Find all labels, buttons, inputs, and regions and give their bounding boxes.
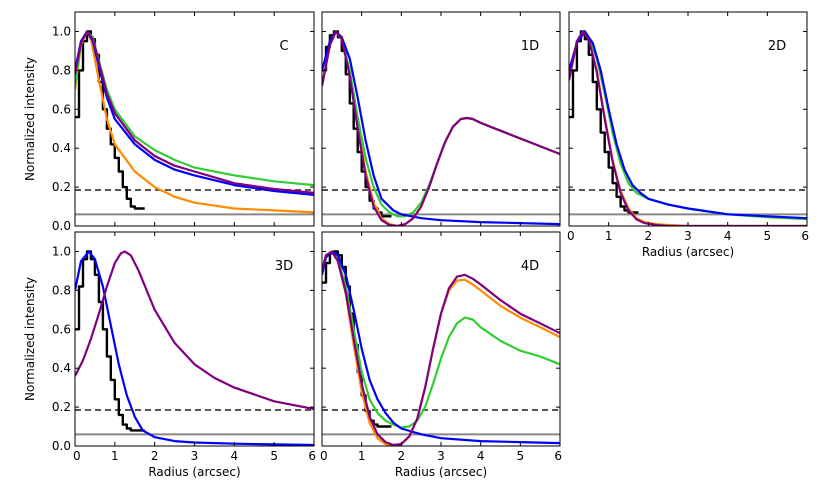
series-black xyxy=(75,250,145,432)
x-tick-label: 5 xyxy=(517,449,525,463)
x-tick-label: 3 xyxy=(437,449,445,463)
y-tick-label: 1.0 xyxy=(52,244,71,258)
panel-1d: 1D xyxy=(321,11,561,227)
x-tick-label: 4 xyxy=(477,449,485,463)
panel-label: 2D xyxy=(768,39,786,54)
x-tick-label: 1 xyxy=(358,449,366,463)
x-tick-label: 1 xyxy=(111,449,119,463)
series-green xyxy=(322,250,560,429)
panel-label: 4D xyxy=(521,259,539,274)
y-tick-label: 0.4 xyxy=(52,141,71,155)
y-tick-label: 0.6 xyxy=(52,102,71,116)
series-black xyxy=(75,30,145,210)
panel-3d: 0.0 0.2 0.4 0.6 0.8 1.0 0 1 2 3 4 5 6 Radius (arcsec)… xyxy=(23,231,316,479)
x-tick-label: 2 xyxy=(645,229,653,243)
x-tick-label: 5 xyxy=(270,449,278,463)
x-tick-label: 3 xyxy=(684,229,692,243)
x-tick-label: 3 xyxy=(191,449,199,463)
axes-frame xyxy=(74,11,315,227)
y-tick-label: 0.0 xyxy=(52,439,71,453)
y-tick-label: 0.6 xyxy=(52,322,71,336)
series-purple xyxy=(569,30,807,226)
series-blue xyxy=(75,250,314,446)
panel-c: 0.0 0.2 0.4 0.6 0.8 1.0 C Normalized intensity xyxy=(23,11,315,233)
series-orange xyxy=(569,30,807,226)
panel-4d: 0 1 2 3 4 5 6 Radius (arcsec) 4D xyxy=(320,231,562,479)
series-purple xyxy=(322,250,560,446)
series-orange xyxy=(75,30,314,214)
x-tick-label: 6 xyxy=(801,229,809,243)
y-tick-label: 0.0 xyxy=(52,219,71,233)
series-green xyxy=(569,30,807,221)
panel-label: 3D xyxy=(275,259,293,274)
x-axis-title: Radius (arcsec) xyxy=(642,245,734,259)
x-tick-label: 6 xyxy=(554,449,562,463)
series-purple xyxy=(75,30,314,194)
y-tick-label: 0.8 xyxy=(52,283,71,297)
x-tick-label: 2 xyxy=(398,449,406,463)
x-tick-label: 0 xyxy=(320,449,328,463)
series-purple xyxy=(75,250,314,411)
y-tick-label: 0.2 xyxy=(52,400,71,414)
x-axis-title: Radius (arcsec) xyxy=(395,465,487,479)
x-tick-label: 5 xyxy=(764,229,772,243)
series-black xyxy=(569,30,639,214)
series-black xyxy=(322,250,392,428)
y-axis-title: Normalized intensity xyxy=(23,57,37,181)
panel-label: 1D xyxy=(521,39,539,54)
x-tick-label: 1 xyxy=(605,229,613,243)
x-tick-label: 0 xyxy=(73,449,81,463)
y-tick-label: 0.4 xyxy=(52,361,71,375)
y-tick-label: 0.8 xyxy=(52,63,71,77)
x-tick-label: 2 xyxy=(151,449,159,463)
y-tick-label: 0.2 xyxy=(52,180,71,194)
panel-label: C xyxy=(279,39,288,54)
series-purple xyxy=(322,30,560,226)
y-axis-title: Normalized intensity xyxy=(23,277,37,401)
y-tick-label: 1.0 xyxy=(52,24,71,38)
x-tick-label: 4 xyxy=(231,449,239,463)
x-tick-label: 0 xyxy=(567,229,575,243)
x-tick-label: 4 xyxy=(724,229,732,243)
panel-2d: 0 1 2 3 4 5 6 Radius (arcsec) 2D xyxy=(567,11,809,259)
series-blue xyxy=(569,30,807,220)
x-tick-label: 6 xyxy=(308,449,316,463)
series-blue xyxy=(322,250,560,445)
x-axis-title: Radius (arcsec) xyxy=(148,465,240,479)
